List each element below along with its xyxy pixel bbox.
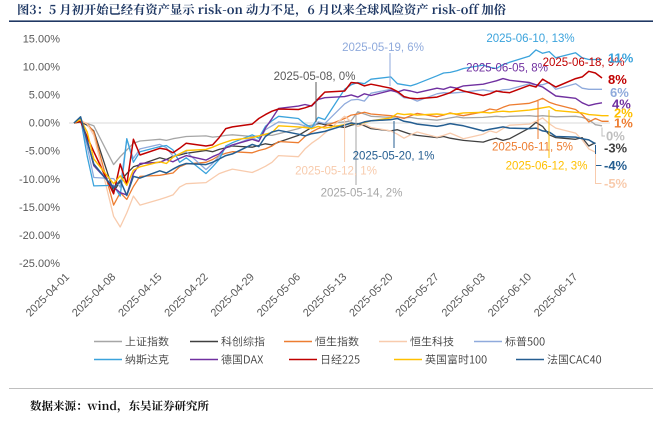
svg-text:2025-06-05, 8%: 2025-06-05, 8% [466, 63, 548, 75]
svg-text:2025-06-12, 3%: 2025-06-12, 3% [506, 161, 588, 173]
svg-text:10.00%: 10.00% [23, 61, 61, 73]
svg-text:-3%: -3% [604, 141, 628, 156]
svg-text:2025-06-18, 9%: 2025-06-18, 9% [543, 57, 625, 69]
svg-text:-25.00%: -25.00% [19, 258, 60, 270]
svg-text:2025-05-20, 1%: 2025-05-20, 1% [353, 151, 435, 163]
svg-text:-10.00%: -10.00% [19, 174, 60, 186]
svg-text:-5%: -5% [604, 176, 628, 191]
svg-text:-4%: -4% [604, 158, 628, 173]
svg-text:8%: 8% [608, 72, 627, 87]
svg-text:0.00%: 0.00% [29, 118, 60, 130]
svg-text:2%: 2% [614, 106, 633, 121]
svg-text:-20.00%: -20.00% [19, 230, 60, 242]
svg-text:11%: 11% [608, 51, 634, 66]
svg-text:2025-05-12, 1%: 2025-05-12, 1% [295, 166, 377, 178]
svg-text:0%: 0% [606, 129, 625, 144]
svg-text:-5.00%: -5.00% [25, 146, 60, 158]
svg-text:15.00%: 15.00% [23, 33, 61, 45]
svg-text:6%: 6% [610, 85, 629, 100]
svg-text:4%: 4% [612, 97, 631, 112]
svg-text:5.00%: 5.00% [29, 90, 60, 102]
svg-text:1%: 1% [614, 116, 633, 131]
svg-text:-15.00%: -15.00% [19, 202, 60, 214]
svg-text:2025-05-19, 6%: 2025-05-19, 6% [342, 42, 424, 54]
svg-text:2025-05-08, 0%: 2025-05-08, 0% [274, 71, 356, 83]
svg-text:2025-05-14, 2%: 2025-05-14, 2% [321, 188, 403, 200]
svg-text:2025-06-11, 5%: 2025-06-11, 5% [492, 141, 573, 153]
svg-text:2025-06-10, 13%: 2025-06-10, 13% [486, 33, 574, 45]
